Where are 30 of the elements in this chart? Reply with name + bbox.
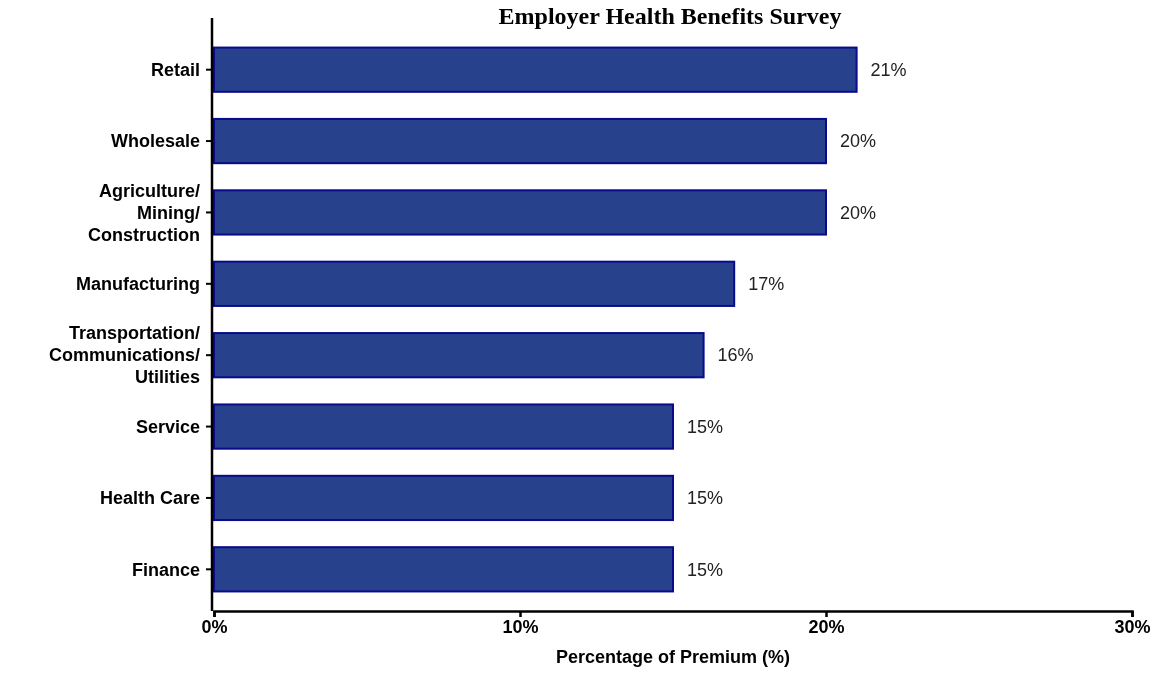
bar — [213, 189, 827, 236]
bar — [213, 46, 858, 93]
y-tick-label: Manufacturing — [76, 274, 200, 295]
bar — [213, 117, 827, 165]
y-tick-label: Service — [135, 416, 200, 437]
x-tick-label: 10% — [502, 616, 539, 637]
bar — [213, 474, 674, 522]
y-tick-label: Retail — [150, 59, 200, 80]
data-label: 21% — [870, 59, 907, 80]
data-label: 17% — [748, 274, 785, 295]
x-tick-label: 20% — [808, 616, 845, 637]
bar — [213, 332, 705, 379]
data-label: 20% — [840, 131, 877, 152]
y-tick-label: Transportation/ Communications/ Utilities — [48, 323, 200, 388]
x-axis-title: Percentage of Premium (%) — [555, 647, 791, 667]
y-tick-label: Wholesale — [110, 131, 200, 152]
chart-title: Employer Health Benefits Survey — [498, 3, 842, 29]
data-label: 15% — [687, 559, 724, 580]
bar — [213, 546, 674, 593]
data-label: 15% — [687, 488, 724, 509]
y-tick-label: Health Care — [99, 488, 200, 509]
data-label: 15% — [687, 416, 724, 437]
data-label: 20% — [840, 202, 877, 223]
x-tick-label: 0% — [201, 616, 228, 637]
data-label: 16% — [717, 345, 754, 366]
y-tick-label: Finance — [131, 559, 200, 580]
bar — [213, 403, 674, 450]
y-tick-label: Agriculture/ Mining/ Construction — [88, 180, 200, 245]
bar — [213, 260, 736, 307]
x-tick-label: 30% — [1114, 616, 1151, 637]
